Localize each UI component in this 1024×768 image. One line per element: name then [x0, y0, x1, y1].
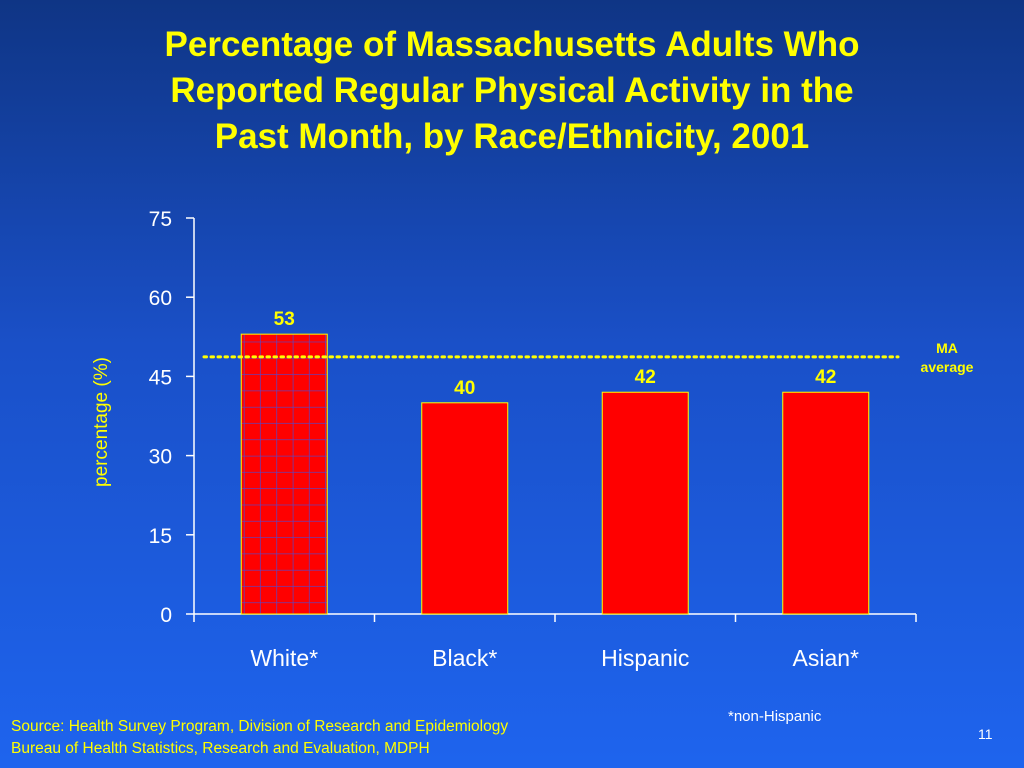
y-tick-label: 45 [149, 366, 172, 389]
source-citation: Source: Health Survey Program, Division … [11, 716, 508, 760]
bar-white [240, 333, 328, 615]
y-tick-label: 60 [149, 287, 172, 310]
footnote: *non-Hispanic [728, 708, 822, 725]
title-line: Reported Regular Physical Activity in th… [170, 71, 854, 110]
source-line: Source: Health Survey Program, Division … [11, 718, 509, 735]
y-tick-label: 15 [149, 525, 172, 548]
page-number: 11 [978, 726, 993, 742]
data-label: 42 [815, 367, 836, 388]
ma-average-reference: MA average [202, 340, 974, 375]
bar-asian [782, 391, 870, 615]
y-tick-label: 75 [149, 208, 172, 231]
title-line: Percentage of Massachusetts Adults Who [164, 25, 860, 64]
y-tick-label: 0 [160, 604, 172, 627]
y-axis-label: percentage (%) [91, 357, 112, 487]
bars [240, 333, 870, 615]
y-tick-label: 30 [149, 446, 172, 469]
category-label: Hispanic [601, 645, 689, 671]
data-label: 42 [635, 367, 656, 388]
category-label: Asian* [793, 645, 860, 671]
ma-average-label: average [921, 359, 974, 375]
chart-labels: percentage (%) 53 White* 40 Black* 42 Hispanic… [91, 309, 859, 671]
category-label: White* [250, 645, 318, 671]
title-line: Past Month, by Race/Ethnicity, 2001 [214, 117, 810, 156]
slide-title: Percentage of Massachusetts Adults Who R… [60, 22, 964, 160]
ma-average-label: MA [936, 340, 958, 356]
data-label: 40 [454, 378, 475, 399]
category-label: Black* [432, 645, 497, 671]
data-label: 53 [274, 309, 295, 330]
bar-black [421, 402, 509, 615]
bar-hispanic [601, 391, 689, 615]
source-line: Bureau of Health Statistics, Research an… [11, 740, 430, 757]
